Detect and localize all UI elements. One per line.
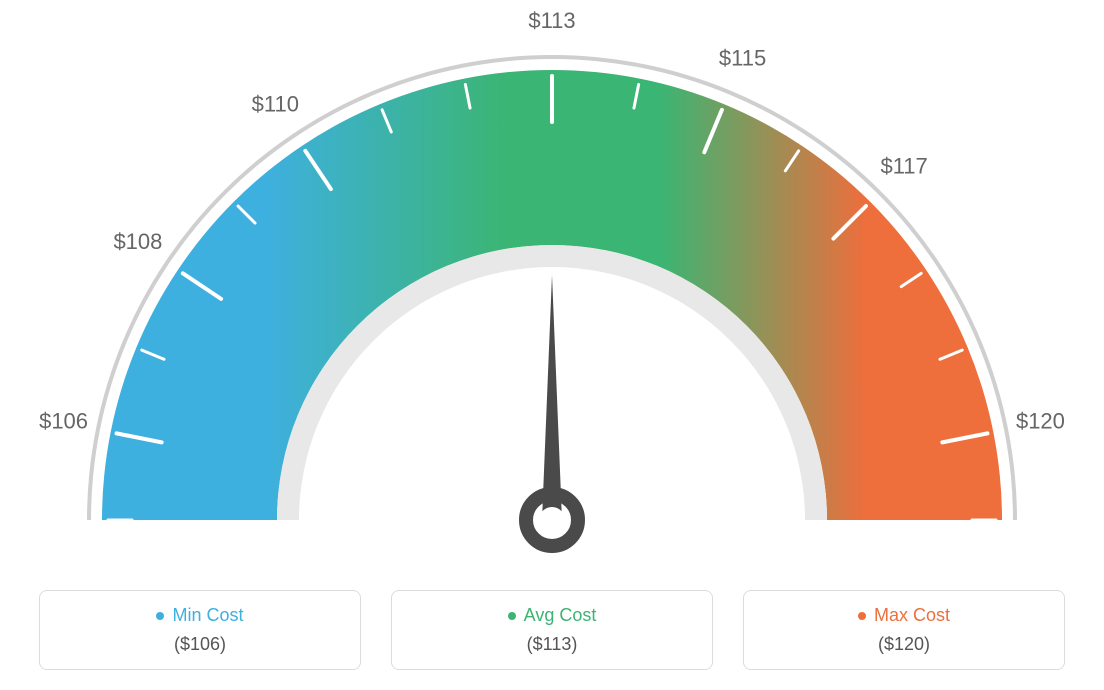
legend-min-label: Min Cost [156, 605, 243, 626]
legend-max-text: Max Cost [874, 605, 950, 626]
legend-max-value: ($120) [754, 634, 1054, 655]
svg-text:$113: $113 [528, 8, 575, 33]
legend-min-value: ($106) [50, 634, 350, 655]
legend-min-card: Min Cost ($106) [39, 590, 361, 670]
legend-max-card: Max Cost ($120) [743, 590, 1065, 670]
svg-text:$115: $115 [719, 46, 766, 71]
legend-avg-value: ($113) [402, 634, 702, 655]
legend-avg-label: Avg Cost [508, 605, 597, 626]
dot-icon [508, 612, 516, 620]
legend-row: Min Cost ($106) Avg Cost ($113) Max Cost… [0, 590, 1104, 670]
legend-avg-text: Avg Cost [524, 605, 597, 626]
dot-icon [156, 612, 164, 620]
svg-text:$106: $106 [39, 409, 88, 434]
svg-text:$120: $120 [1016, 409, 1065, 434]
legend-min-text: Min Cost [172, 605, 243, 626]
legend-max-label: Max Cost [858, 605, 950, 626]
svg-text:$108: $108 [113, 229, 162, 254]
svg-text:$117: $117 [880, 154, 927, 179]
svg-text:$110: $110 [252, 92, 299, 117]
dot-icon [858, 612, 866, 620]
gauge-area: $106 $108 $110 $113 $115 $117 $120 [0, 0, 1104, 570]
legend-avg-card: Avg Cost ($113) [391, 590, 713, 670]
cost-gauge-chart: $106 $108 $110 $113 $115 $117 $120 Min Cost ($… [0, 0, 1104, 690]
